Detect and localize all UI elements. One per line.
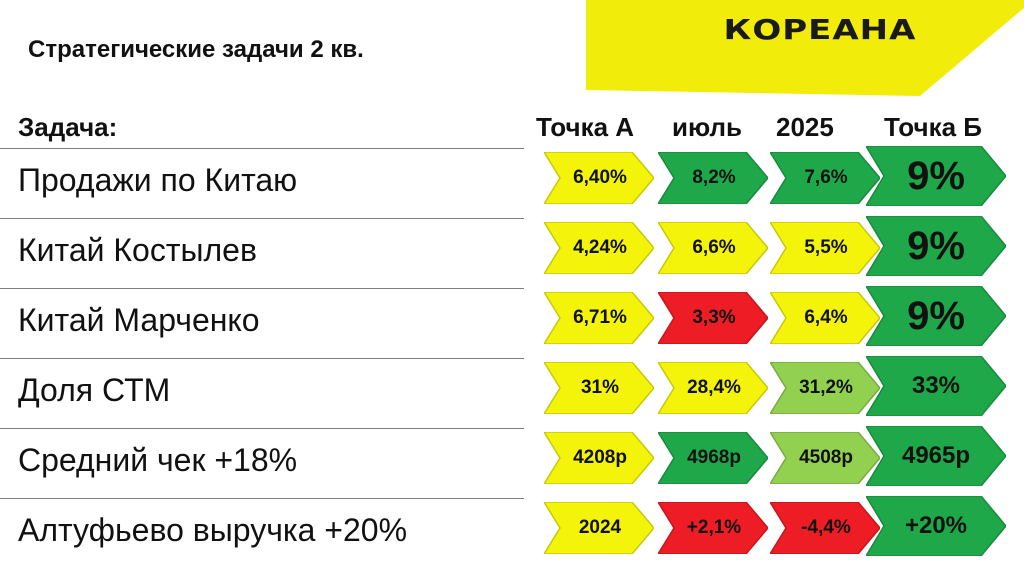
- value-text: 33%: [911, 372, 961, 399]
- value-arrow-jul: 3,3%: [658, 292, 768, 344]
- value-text: +2,1%: [686, 517, 742, 538]
- chevron-arrow-shape: [770, 222, 880, 274]
- value-text: 8,2%: [692, 167, 736, 188]
- company-logo: КОРЕАНА: [723, 14, 917, 46]
- value-text: 4,24%: [573, 237, 627, 258]
- value-text: 6,71%: [573, 307, 627, 328]
- chevron-arrow-shape: [866, 286, 1006, 346]
- value-arrow-b: 9%: [866, 286, 1006, 346]
- value-arrow-b: 4965р: [866, 426, 1006, 486]
- chevron-arrow-shape: [770, 432, 880, 484]
- value-arrow-y2025: 5,5%: [770, 222, 880, 274]
- value-arrow-y2025: -4,4%: [770, 502, 880, 554]
- row-divider: [0, 148, 524, 149]
- value-text: 31%: [580, 377, 620, 398]
- row-divider: [0, 218, 524, 219]
- chevron-arrow-shape: [770, 502, 880, 554]
- task-label: Китай Костылев: [18, 232, 257, 268]
- chevron-arrow-shape: [658, 222, 768, 274]
- value-arrow-jul: 6,6%: [658, 222, 768, 274]
- value-arrow-jul: 8,2%: [658, 152, 768, 204]
- value-text: 28,4%: [687, 377, 741, 398]
- value-text: 9%: [907, 293, 965, 338]
- value-arrow-y2025: 4508р: [770, 432, 880, 484]
- value-text: 4508р: [799, 447, 853, 468]
- chevron-arrow-shape: [544, 502, 654, 554]
- value-text: 7,6%: [804, 167, 848, 188]
- value-arrow-a: 4,24%: [544, 222, 654, 274]
- chevron-arrow-shape: [658, 432, 768, 484]
- chevron-arrow-shape: [770, 152, 880, 204]
- value-arrow-b: 33%: [866, 356, 1006, 416]
- value-arrow-jul: 4968р: [658, 432, 768, 484]
- value-arrow-a: 6,71%: [544, 292, 654, 344]
- header-2025: 2025: [776, 112, 834, 142]
- value-text: 9%: [907, 223, 965, 268]
- value-arrow-y2025: 31,2%: [770, 362, 880, 414]
- value-arrow-a: 2024: [544, 502, 654, 554]
- value-text: 6,4%: [804, 307, 848, 328]
- chevron-arrow-shape: [658, 292, 768, 344]
- value-arrow-jul: +2,1%: [658, 502, 768, 554]
- chevron-arrow-shape: [544, 432, 654, 484]
- chevron-arrow-shape: [544, 152, 654, 204]
- row-divider: [0, 428, 524, 429]
- value-arrow-b: +20%: [866, 496, 1006, 556]
- value-arrow-a: 31%: [544, 362, 654, 414]
- chevron-arrow-shape: [770, 362, 880, 414]
- header-task: Задача:: [18, 112, 118, 142]
- value-text: 2024: [578, 517, 622, 538]
- chevron-arrow-shape: [866, 216, 1006, 276]
- task-label: Китай Марченко: [18, 302, 260, 338]
- chevron-arrow-shape: [544, 292, 654, 344]
- header-july: июль: [672, 112, 743, 142]
- value-text: 6,6%: [692, 237, 736, 258]
- chevron-arrow-shape: [770, 292, 880, 344]
- task-label: Доля СТМ: [18, 372, 171, 408]
- value-text: 4965р: [901, 442, 971, 469]
- value-text: 4968р: [687, 447, 741, 468]
- chevron-arrow-shape: [866, 426, 1006, 486]
- chevron-arrow-shape: [866, 356, 1006, 416]
- row-divider: [0, 358, 524, 359]
- value-text: 9%: [907, 153, 965, 198]
- chevron-arrow-shape: [658, 152, 768, 204]
- chevron-arrow-shape: [544, 362, 654, 414]
- value-arrow-y2025: 7,6%: [770, 152, 880, 204]
- value-arrow-b: 9%: [866, 216, 1006, 276]
- row-divider: [0, 288, 524, 289]
- task-label: Алтуфьево выручка +20%: [18, 512, 408, 548]
- value-text: 5,5%: [804, 237, 848, 258]
- task-label: Продажи по Китаю: [18, 162, 298, 198]
- row-divider: [0, 498, 524, 499]
- value-arrow-y2025: 6,4%: [770, 292, 880, 344]
- value-text: -4,4%: [801, 517, 851, 538]
- value-text: +20%: [904, 512, 968, 539]
- value-text: 6,40%: [573, 167, 627, 188]
- chevron-arrow-shape: [866, 496, 1006, 556]
- page-title: Стратегические задачи 2 кв.: [28, 36, 364, 63]
- value-arrow-b: 9%: [866, 146, 1006, 206]
- chevron-arrow-shape: [658, 502, 768, 554]
- value-arrow-a: 6,40%: [544, 152, 654, 204]
- header-point-a: Точка А: [536, 112, 635, 142]
- value-text: 3,3%: [692, 307, 736, 328]
- chevron-arrow-shape: [544, 222, 654, 274]
- header-point-b: Точка Б: [884, 112, 982, 142]
- value-arrow-a: 4208р: [544, 432, 654, 484]
- value-text: 4208р: [573, 447, 627, 468]
- task-label: Средний чек +18%: [18, 442, 298, 478]
- value-text: 31,2%: [799, 377, 853, 398]
- value-arrow-jul: 28,4%: [658, 362, 768, 414]
- chevron-arrow-shape: [866, 146, 1006, 206]
- chevron-arrow-shape: [658, 362, 768, 414]
- logo-band: [586, 0, 1024, 96]
